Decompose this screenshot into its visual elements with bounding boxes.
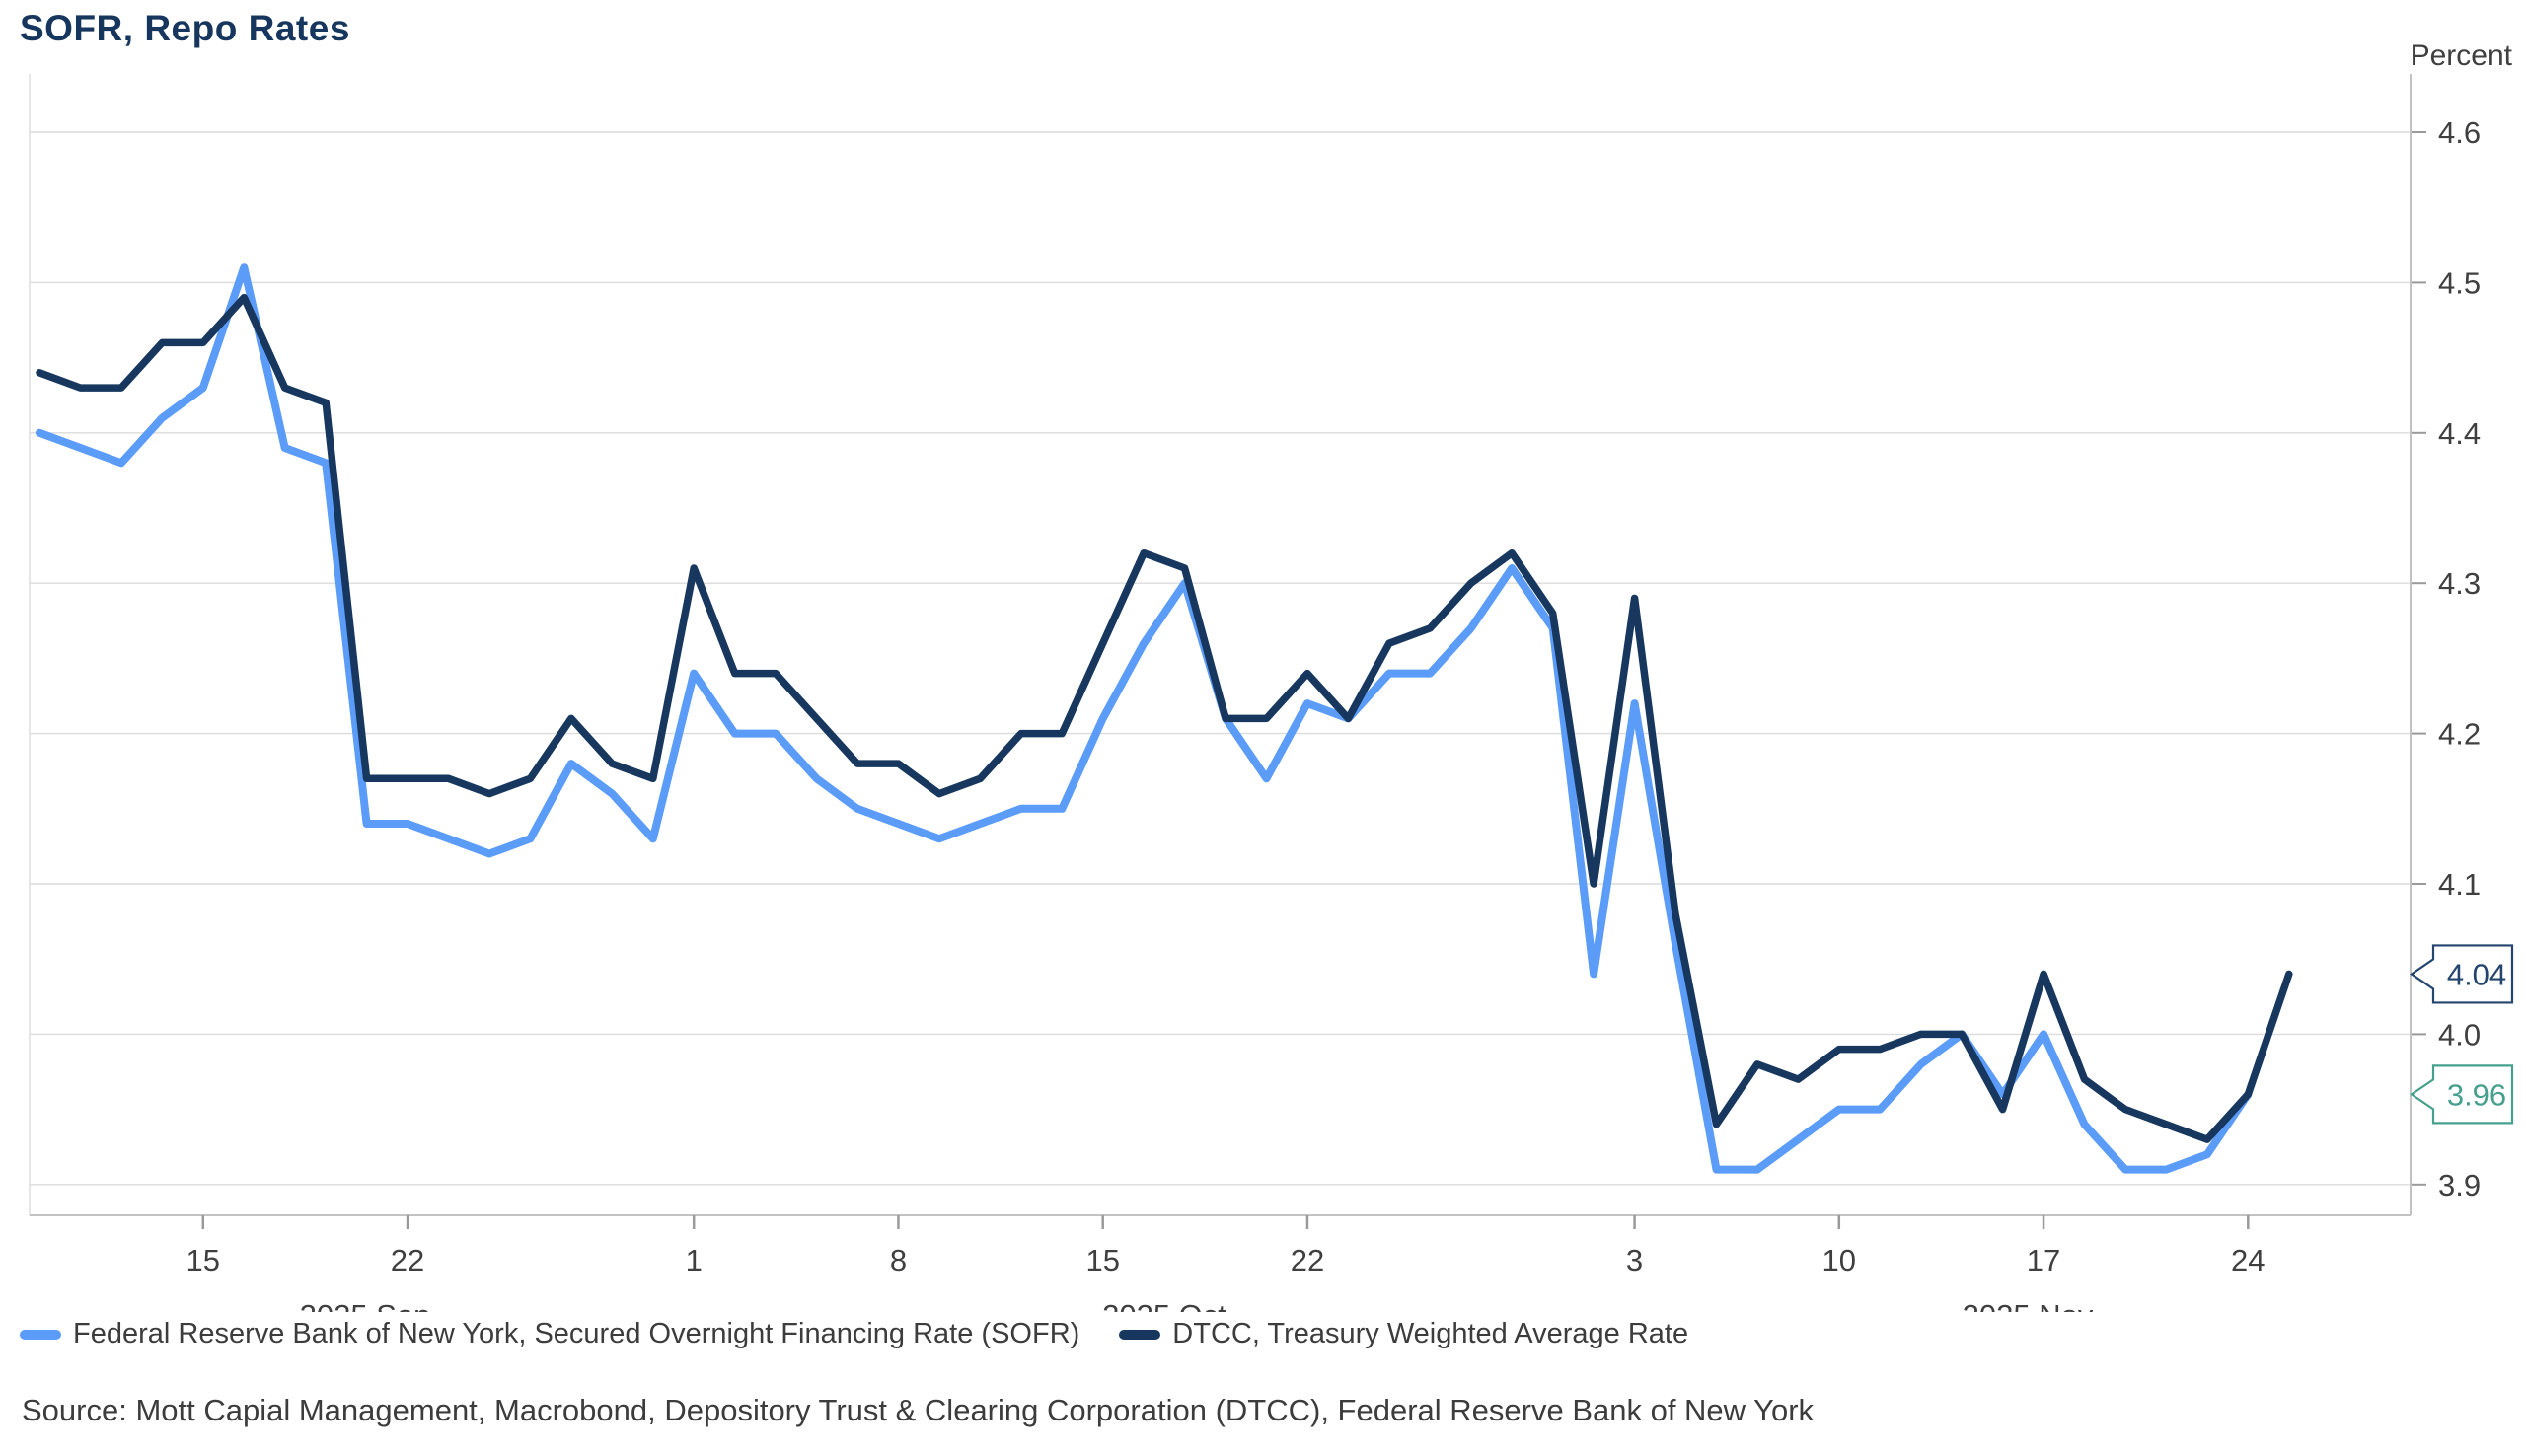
x-tick-label: 1	[686, 1243, 703, 1277]
sofr-legend-swatch	[20, 1329, 61, 1340]
x-tick-label: 3	[1626, 1243, 1643, 1277]
sofr-end-callout	[2410, 1064, 2514, 1125]
y-tick-label: 4.3	[2438, 566, 2481, 601]
dtcc-line	[36, 293, 2293, 1143]
dtcc-legend-label: DTCC, Treasury Weighted Average Rate	[1172, 1318, 1689, 1349]
legend-item-sofr: Federal Reserve Bank of New York, Secure…	[20, 1318, 1079, 1350]
y-tick-label: 4.5	[2438, 265, 2481, 300]
y-tick-label: 4.0	[2438, 1017, 2481, 1052]
x-month-label: 2025 Nov	[1963, 1298, 2094, 1312]
x-tick-label: 15	[186, 1243, 220, 1277]
sofr-legend-label: Federal Reserve Bank of New York, Secure…	[73, 1318, 1080, 1349]
x-tick-label: 8	[890, 1243, 907, 1277]
y-tick-label: 4.2	[2438, 717, 2481, 752]
source-text: Source: Mott Capial Management, Macrobon…	[22, 1393, 1815, 1427]
sofr-end-value: 3.96	[2447, 1077, 2506, 1112]
chart: 3.9 4.0 4.1 4.2 4.3 4.4 4.5 4.6 15 22 1 8 15 22 3 10 17 2…	[29, 74, 2514, 1312]
y-axis-unit-label: Percent	[2410, 39, 2512, 72]
legend-item-dtcc: DTCC, Treasury Weighted Average Rate	[1119, 1318, 1688, 1350]
x-month-label: 2025 Sep	[300, 1298, 431, 1312]
x-tick-label: 22	[1291, 1243, 1324, 1277]
x-month-label: 2025 Oct	[1102, 1298, 1226, 1312]
page-title: SOFR, Repo Rates	[20, 8, 350, 48]
y-tick-label: 4.1	[2438, 867, 2481, 902]
dtcc-end-callout	[2410, 944, 2514, 1004]
chart-legend: Federal Reserve Bank of New York, Secure…	[20, 1318, 1714, 1350]
sofr-line	[36, 263, 2253, 1174]
y-tick-label: 4.4	[2438, 416, 2481, 451]
dtcc-end-value: 4.04	[2447, 957, 2506, 991]
dtcc-legend-swatch	[1119, 1329, 1161, 1340]
x-tick-label: 24	[2231, 1243, 2265, 1277]
x-tick-label: 15	[1085, 1243, 1119, 1277]
y-tick-label: 3.9	[2438, 1168, 2481, 1202]
x-tick-label: 17	[2027, 1243, 2060, 1277]
y-tick-label: 4.6	[2438, 115, 2481, 150]
x-tick-label: 22	[391, 1243, 424, 1277]
x-tick-label: 10	[1822, 1243, 1856, 1277]
